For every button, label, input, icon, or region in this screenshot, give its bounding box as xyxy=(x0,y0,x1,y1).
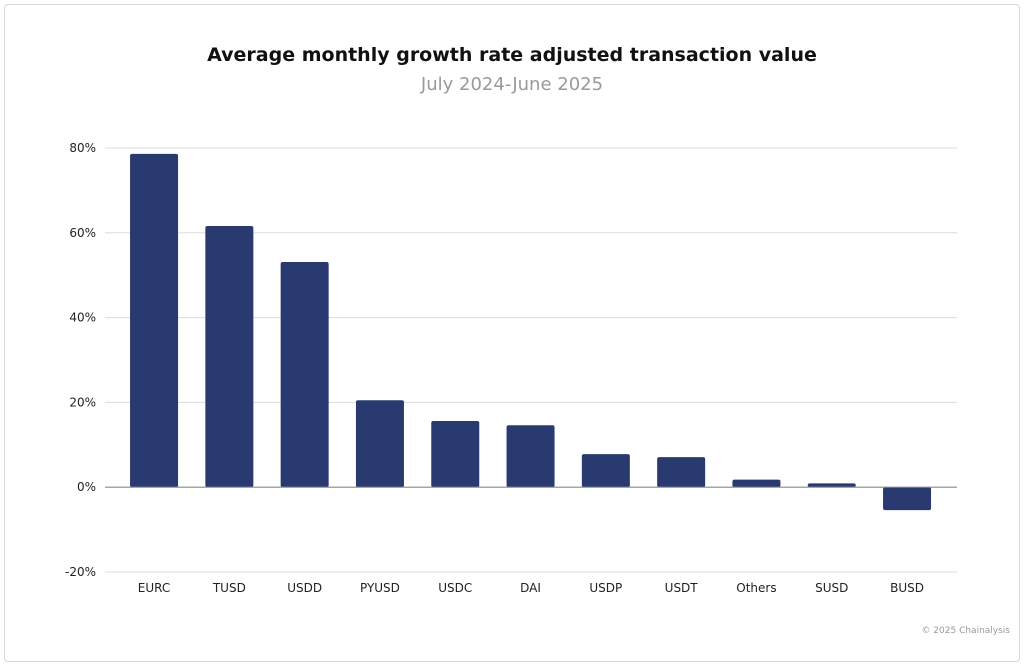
y-tick-label: 80% xyxy=(69,141,96,155)
bar-usdd xyxy=(280,262,329,488)
x-tick-label: TUSD xyxy=(212,581,246,595)
y-tick-label: 40% xyxy=(69,311,96,325)
bar-susd xyxy=(807,483,856,488)
chart-subtitle: July 2024-June 2025 xyxy=(420,74,604,95)
x-tick-label: DAI xyxy=(520,581,541,595)
x-tick-label: BUSD xyxy=(890,581,924,595)
x-tick-label: USDC xyxy=(438,581,472,595)
y-tick-label: 60% xyxy=(69,226,96,240)
x-tick-label: SUSD xyxy=(815,581,848,595)
x-tick-label: EURC xyxy=(138,581,170,595)
x-tick-label: Others xyxy=(736,581,776,595)
bar-usdp xyxy=(581,454,630,488)
x-tick-label: PYUSD xyxy=(360,581,400,595)
y-tick-label: -20% xyxy=(65,565,96,579)
x-tick-label: USDD xyxy=(287,581,322,595)
bar-usdt xyxy=(657,457,706,488)
bar-others xyxy=(732,479,781,488)
bar-tusd xyxy=(205,226,254,488)
bar-usdc xyxy=(431,421,480,488)
bar-busd xyxy=(883,487,932,511)
chart-frame xyxy=(4,4,1020,662)
credit-text: © 2025 Chainalysis xyxy=(921,626,1010,636)
bar-eurc xyxy=(130,153,179,488)
x-tick-label: USDT xyxy=(665,581,699,595)
bar-dai xyxy=(506,425,555,488)
bar-pyusd xyxy=(355,400,404,488)
y-tick-label: 0% xyxy=(77,480,96,494)
x-tick-label: USDP xyxy=(589,581,622,595)
chart-title: Average monthly growth rate adjusted tra… xyxy=(207,44,817,66)
y-tick-label: 20% xyxy=(69,395,96,409)
